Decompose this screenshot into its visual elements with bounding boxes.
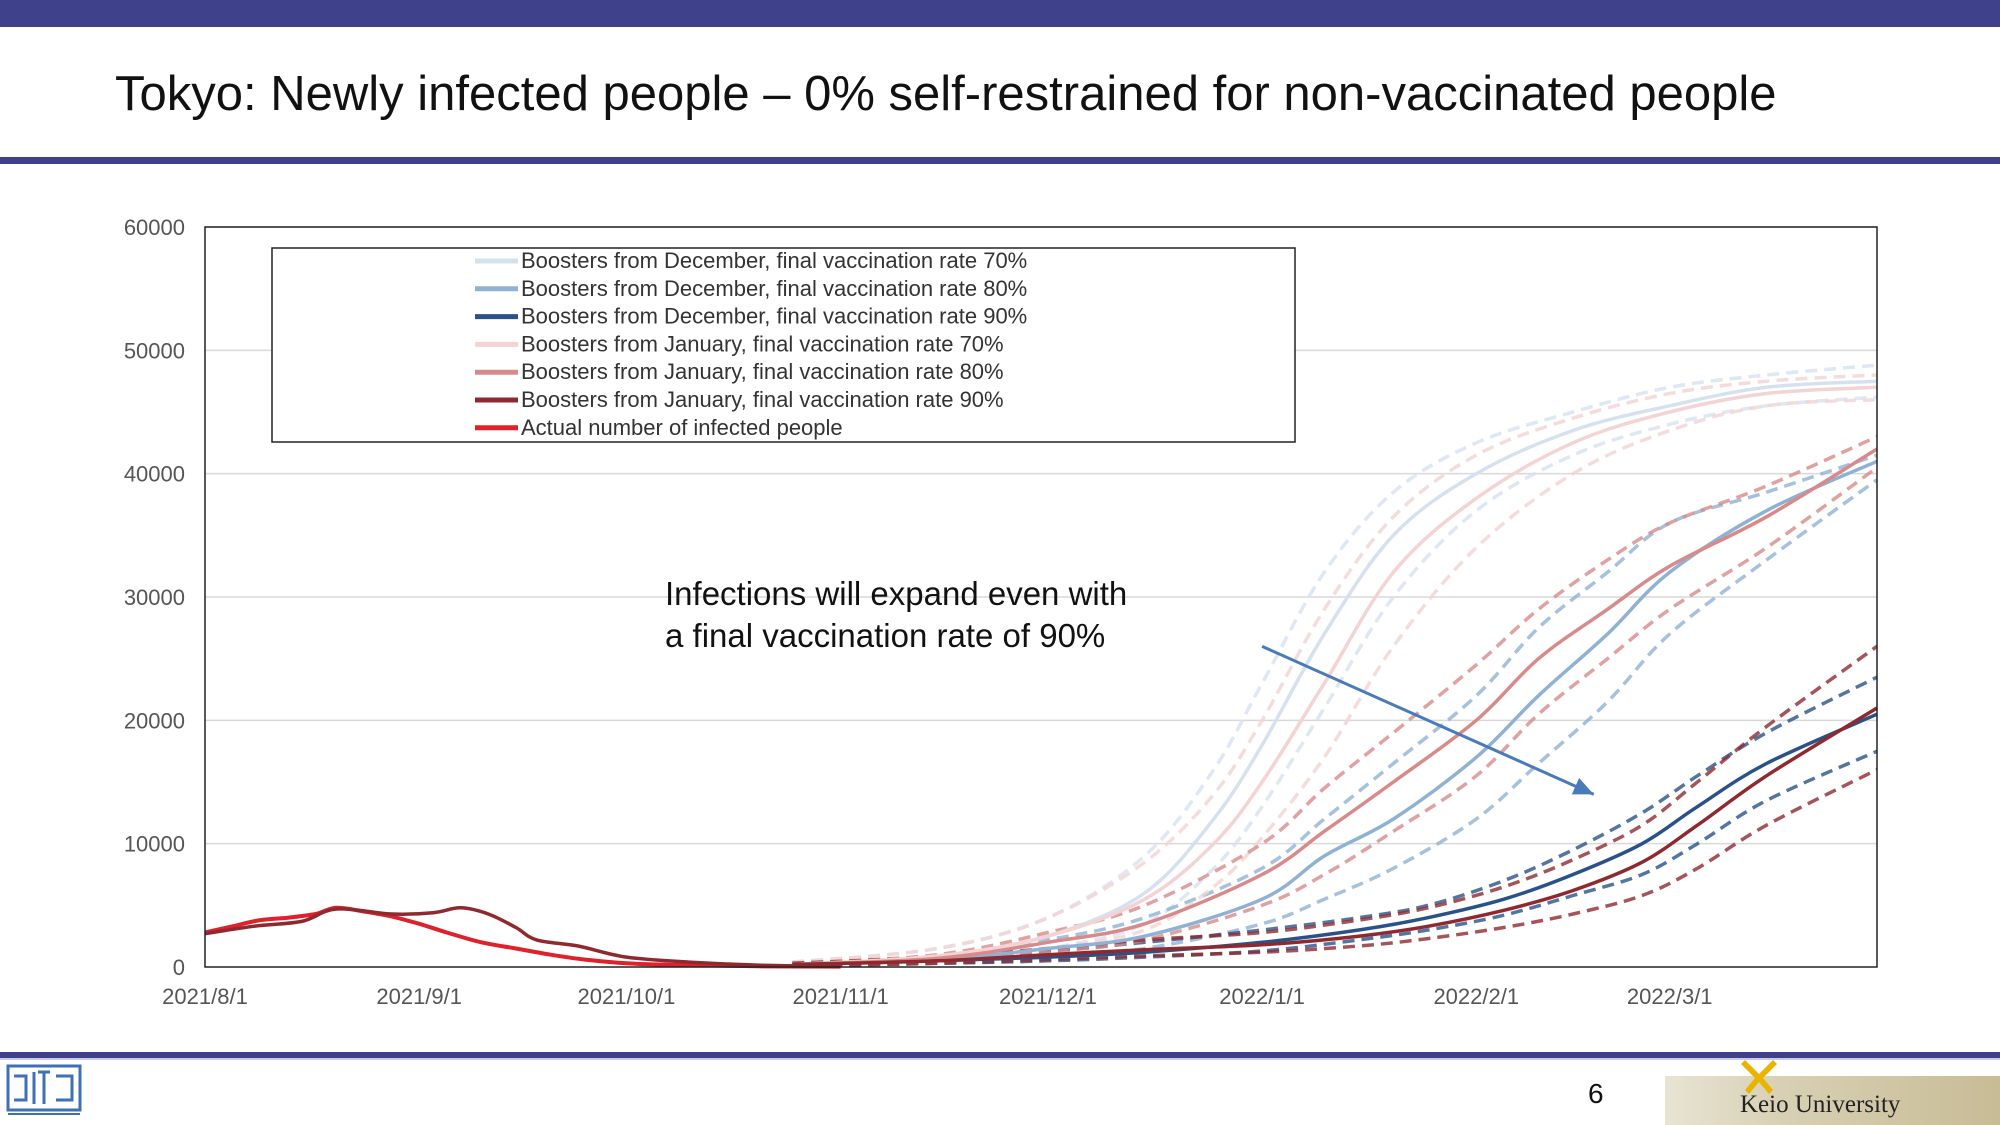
legend-label: Boosters from December, final vaccinatio… [521,276,1027,301]
series-band-line [792,478,1879,968]
y-tick-label: 30000 [124,585,185,610]
x-tick-label: 2022/2/1 [1433,984,1519,1009]
legend-label: Boosters from December, final vaccinatio… [521,304,1027,329]
x-tick-label: 2022/1/1 [1219,984,1305,1009]
annotation-text: Infections will expand even with [665,575,1127,612]
plot-area-border [204,226,1878,968]
title-underline [0,157,2000,164]
series-band-line [792,373,1878,964]
y-tick-label: 10000 [124,832,185,857]
footer-rule [0,1052,2000,1058]
institute-logo-icon [6,1064,82,1115]
y-tick-label: 40000 [124,462,185,487]
series-line [792,712,1878,967]
legend-box [271,247,1296,443]
series-line [204,905,841,969]
top-accent-bar [0,0,2000,27]
line-chart: 0 10000 20000 30000 40000 50000 60000 2021/8/1 2… [124,215,1879,1009]
slide-title: Tokyo: Newly infected people – 0% self-r… [115,67,1777,121]
keio-university-logo: Keio University [1665,1060,2000,1125]
series-band-line [792,435,1878,966]
x-tick-label: 2021/9/1 [376,984,462,1009]
series-line [204,906,841,969]
annotation-arrowhead [1571,777,1594,795]
page-number: 6 [1588,1078,1604,1109]
series-line [792,447,1878,967]
x-tick-label: 2021/10/1 [578,984,676,1009]
legend-label: Actual number of infected people [521,415,843,440]
series-band-line [792,453,1878,966]
legend-label: Boosters from December, final vaccinatio… [521,248,1027,273]
legend-label: Boosters from January, final vaccination… [521,359,1004,384]
series-line [792,459,1878,967]
y-tick-label: 20000 [124,708,185,733]
annotation-text: a final vaccination rate of 90% [665,617,1105,654]
footer-rule-light [0,1058,2000,1060]
annotation-arrow-line [1261,644,1595,796]
keio-pen-mark-icon [1741,1060,1777,1094]
series-band-line [792,395,1878,968]
keio-university-text: Keio University [1740,1091,1901,1118]
legend-label: Boosters from January, final vaccination… [521,331,1004,356]
x-tick-label: 2021/8/1 [162,984,248,1009]
x-tick-label: 2021/12/1 [999,984,1097,1009]
y-tick-label: 60000 [124,215,185,240]
series-line [792,706,1878,967]
series-line [792,379,1878,967]
series-band-line [792,644,1879,966]
legend-label: Boosters from January, final vaccination… [521,387,1004,412]
x-tick-label: 2021/11/1 [793,984,889,1009]
series-band-line [792,397,1878,968]
series-line [792,385,1878,967]
y-tick-label: 0 [173,955,185,980]
y-tick-label: 50000 [124,338,185,363]
x-tick-label: 2022/3/1 [1627,984,1713,1009]
series-band-line [792,768,1878,968]
